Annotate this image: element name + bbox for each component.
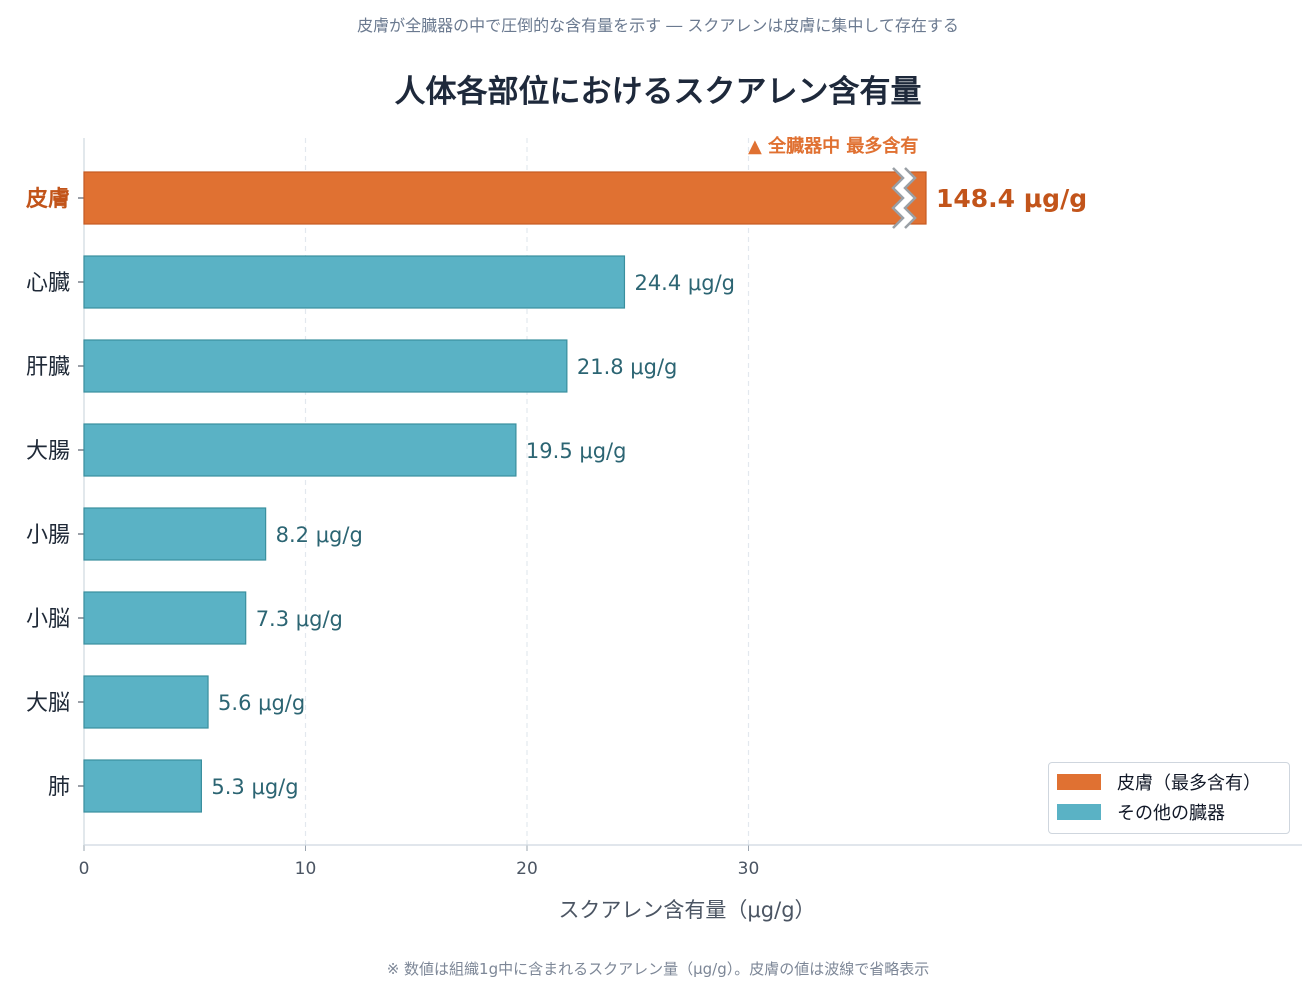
chart-subtitle: 皮膚が全臓器の中で圧倒的な含有量を示す ― スクアレンは皮膚に集中して存在する <box>357 16 959 35</box>
value-label: 8.2 μg/g <box>276 523 363 547</box>
x-tick-label: 0 <box>79 859 90 879</box>
bar-skin <box>83 171 927 225</box>
y-tick-label: 小腸 <box>26 523 70 548</box>
legend: 皮膚（最多含有） その他の臓器 <box>1048 762 1290 834</box>
value-label: 24.4 μg/g <box>634 271 735 295</box>
footnote: ※ 数値は組織1g中に含まれるスクアレン量（μg/g）。皮膚の値は波線で省略表示 <box>386 960 930 978</box>
legend-label-skin: 皮膚（最多含有） <box>1117 773 1261 794</box>
legend-swatch-other <box>1057 804 1101 820</box>
chart-title: 人体各部位におけるスクアレン含有量 <box>394 74 922 110</box>
legend-item-other: その他の臓器 <box>1057 801 1225 824</box>
annotation-most: ▲ 全臓器中 最多含有 <box>748 135 918 157</box>
value-label: 19.5 μg/g <box>526 439 627 463</box>
axis-break-line <box>903 167 917 229</box>
bar <box>83 339 568 393</box>
value-label: 5.3 μg/g <box>211 775 298 799</box>
x-tick-label: 20 <box>516 859 538 879</box>
y-tick-label: 皮膚 <box>26 186 70 212</box>
legend-label-other: その他の臓器 <box>1117 803 1225 824</box>
value-label: 5.6 μg/g <box>218 691 305 715</box>
y-tick-label: 肺 <box>48 775 70 800</box>
y-tick-label: 大腸 <box>26 439 70 464</box>
x-tick-label: 30 <box>738 859 760 879</box>
y-tick-label: 心臓 <box>26 271 70 296</box>
y-tick-label: 大脳 <box>26 691 70 716</box>
value-label: 7.3 μg/g <box>256 607 343 631</box>
bar <box>83 675 209 729</box>
bar <box>83 507 267 561</box>
bar <box>83 255 626 309</box>
legend-swatch-skin <box>1057 774 1101 790</box>
value-label: 21.8 μg/g <box>577 355 678 379</box>
legend-item-skin: 皮膚（最多含有） <box>1057 771 1261 794</box>
x-axis-label: スクアレン含有量（μg/g） <box>558 898 815 922</box>
bar <box>83 591 247 645</box>
bar <box>83 423 517 477</box>
x-tick-label: 10 <box>295 859 317 879</box>
axis-break-line <box>891 167 905 229</box>
y-tick-label: 小脳 <box>26 607 70 632</box>
y-tick-label: 肝臓 <box>26 355 70 380</box>
value-label-skin: 148.4 μg/g <box>936 184 1087 213</box>
bar <box>83 759 202 813</box>
